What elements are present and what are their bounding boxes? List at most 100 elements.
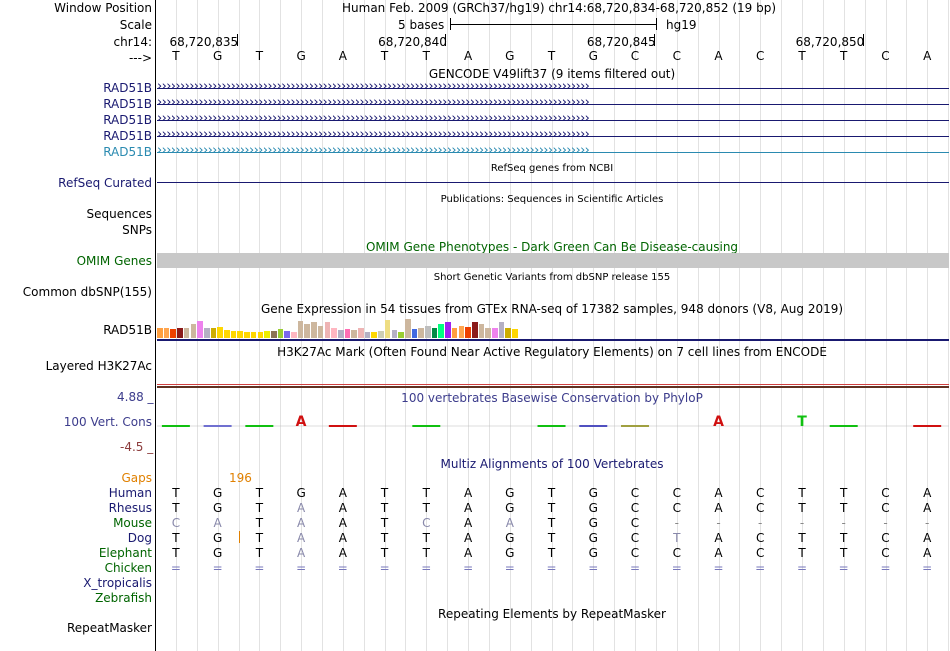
gtex-tissue-bar[interactable] xyxy=(478,324,485,338)
gtex-tissue-bar[interactable] xyxy=(284,331,290,338)
multiz-track-title[interactable]: Multiz Alignments of 100 Vertebrates xyxy=(440,457,664,471)
gtex-tissue-bar[interactable] xyxy=(277,329,284,338)
refseq-track-label[interactable]: RefSeq Curated xyxy=(58,176,152,190)
gencode-gene-label[interactable]: RAD51B xyxy=(103,145,152,159)
gtex-tissue-bar[interactable] xyxy=(297,321,304,338)
gtex-tissue-bar[interactable] xyxy=(190,324,197,338)
gtex-tissue-bar[interactable] xyxy=(438,324,445,338)
refseq-track-title[interactable]: RefSeq genes from NCBI xyxy=(490,163,614,174)
gencode-gene-label[interactable]: RAD51B xyxy=(103,81,152,95)
gtex-tissue-bar[interactable] xyxy=(344,329,351,338)
gtex-tissue-bar[interactable] xyxy=(512,329,518,338)
gtex-tissue-bar[interactable] xyxy=(270,331,277,338)
gtex-tissue-bar[interactable] xyxy=(492,328,498,338)
scale-label[interactable]: Scale xyxy=(119,18,152,32)
gtex-tissue-bar[interactable] xyxy=(244,332,250,338)
repeatmasker-track-label[interactable]: RepeatMasker xyxy=(66,621,152,635)
gtex-tissue-bar[interactable] xyxy=(391,330,398,338)
phylop-track-title[interactable]: 100 vertebrates Basewise Conservation by… xyxy=(401,391,703,405)
pubs-sequences-label[interactable]: Sequences xyxy=(86,207,152,221)
gtex-tissue-bar[interactable] xyxy=(264,331,270,338)
omim-gene-bar[interactable] xyxy=(157,253,949,268)
gtex-tissue-bar[interactable] xyxy=(230,331,237,338)
omim-track-title[interactable]: OMIM Gene Phenotypes - Dark Green Can Be… xyxy=(365,240,739,254)
gencode-gene-arrow-row[interactable]: ››››››››››››››››››››››››››››››››››››››››… xyxy=(157,143,949,158)
chrom-label[interactable]: chr14: xyxy=(113,35,152,49)
gencode-gene-arrow-row[interactable]: ››››››››››››››››››››››››››››››››››››››››… xyxy=(157,127,949,142)
gtex-tissue-bar[interactable] xyxy=(157,328,163,338)
gtex-tissue-bar[interactable] xyxy=(203,328,210,338)
gtex-tissue-bar[interactable] xyxy=(291,332,297,338)
repeatmasker-track-title[interactable]: Repeating Elements by RepeatMasker xyxy=(438,607,666,621)
multiz-gaps-label[interactable]: Gaps xyxy=(121,471,152,485)
gtex-tissue-bar[interactable] xyxy=(197,321,203,338)
gencode-gene-label[interactable]: RAD51B xyxy=(103,129,152,143)
dbsnp-track-label[interactable]: Common dbSNP(155) xyxy=(22,285,152,299)
gtex-tissue-bar[interactable] xyxy=(237,331,244,338)
gtex-tissue-bar[interactable] xyxy=(177,328,183,338)
gtex-tissue-bar[interactable] xyxy=(371,332,378,338)
gtex-tissue-bar[interactable] xyxy=(163,328,170,338)
gtex-tissue-bar[interactable] xyxy=(465,327,471,338)
gtex-tissue-bar[interactable] xyxy=(411,329,418,338)
gtex-tissue-bar[interactable] xyxy=(358,328,364,338)
gtex-tissue-bar[interactable] xyxy=(337,330,344,338)
gtex-tissue-bar[interactable] xyxy=(351,330,357,338)
gtex-tissue-bar[interactable] xyxy=(425,326,431,338)
gtex-tissue-bar[interactable] xyxy=(311,322,317,338)
gtex-track-title[interactable]: Gene Expression in 54 tissues from GTEx … xyxy=(260,302,844,316)
gtex-tissue-bar[interactable] xyxy=(183,328,190,338)
gencode-gene-arrow-row[interactable]: ››››››››››››››››››››››››››››››››››››››››… xyxy=(157,111,949,126)
gtex-track-label[interactable]: RAD51B xyxy=(103,323,152,337)
h3k27ac-track-label[interactable]: Layered H3K27Ac xyxy=(45,359,152,373)
gtex-tissue-bar[interactable] xyxy=(471,322,478,338)
refseq-gene-line[interactable] xyxy=(157,182,949,183)
gtex-tissue-bar[interactable] xyxy=(224,330,230,338)
pubs-snps-label[interactable]: SNPs xyxy=(122,223,152,237)
gtex-tissue-bar[interactable] xyxy=(250,332,257,338)
gtex-tissue-bar[interactable] xyxy=(404,319,411,338)
gtex-tissue-bar[interactable] xyxy=(458,326,465,338)
gtex-bar-chart[interactable] xyxy=(157,318,949,338)
gtex-tissue-bar[interactable] xyxy=(431,328,438,338)
gtex-tissue-bar[interactable] xyxy=(217,327,223,338)
dbsnp-track-title[interactable]: Short Genetic Variants from dbSNP releas… xyxy=(433,272,671,283)
gencode-gene-arrow-row[interactable]: ››››››››››››››››››››››››››››››››››››››››… xyxy=(157,79,949,94)
multiz-species-label[interactable]: X_tropicalis xyxy=(83,576,152,590)
multiz-species-label[interactable]: Dog xyxy=(127,531,152,545)
h3k27ac-track-title[interactable]: H3K27Ac Mark (Often Found Near Active Re… xyxy=(277,345,827,359)
multiz-species-label[interactable]: Zebrafish xyxy=(95,591,152,605)
gtex-tissue-bar[interactable] xyxy=(304,324,311,338)
gtex-tissue-bar[interactable] xyxy=(451,328,458,338)
multiz-species-label[interactable]: Chicken xyxy=(104,561,152,575)
gtex-tissue-bar[interactable] xyxy=(324,322,331,338)
gtex-tissue-bar[interactable] xyxy=(485,328,491,338)
gencode-gene-arrow-row[interactable]: ››››››››››››››››››››››››››››››››››››››››… xyxy=(157,95,949,110)
multiz-species-label[interactable]: Mouse xyxy=(113,516,152,530)
gtex-tissue-bar[interactable] xyxy=(418,328,424,338)
gtex-tissue-bar[interactable] xyxy=(170,329,177,338)
gtex-tissue-bar[interactable] xyxy=(257,332,264,338)
gtex-tissue-bar[interactable] xyxy=(317,326,324,338)
gtex-tissue-bar[interactable] xyxy=(210,328,217,338)
gtex-tissue-bar[interactable] xyxy=(331,328,337,338)
multiz-species-label[interactable]: Elephant xyxy=(98,546,152,560)
gtex-tissue-bar[interactable] xyxy=(505,328,512,338)
gtex-tissue-bar[interactable] xyxy=(364,332,371,338)
gtex-tissue-bar[interactable] xyxy=(445,322,451,338)
omim-track-label[interactable]: OMIM Genes xyxy=(76,254,152,268)
window-position-label[interactable]: Window Position xyxy=(54,1,152,15)
gencode-gene-label[interactable]: RAD51B xyxy=(103,113,152,127)
gtex-tissue-bar[interactable] xyxy=(378,331,384,338)
phylop-track-label[interactable]: 100 Vert. Cons xyxy=(63,415,152,429)
multiz-species-label[interactable]: Rhesus xyxy=(108,501,152,515)
gencode-track-title[interactable]: GENCODE V49lift37 (9 items filtered out) xyxy=(428,67,676,81)
publications-track-title[interactable]: Publications: Sequences in Scientific Ar… xyxy=(440,194,664,205)
strand-label[interactable]: ---> xyxy=(128,51,152,65)
gtex-tissue-bar[interactable] xyxy=(384,320,391,338)
gencode-gene-label[interactable]: RAD51B xyxy=(103,97,152,111)
multiz-species-label[interactable]: Human xyxy=(108,486,152,500)
gtex-tissue-bar[interactable] xyxy=(398,332,404,338)
